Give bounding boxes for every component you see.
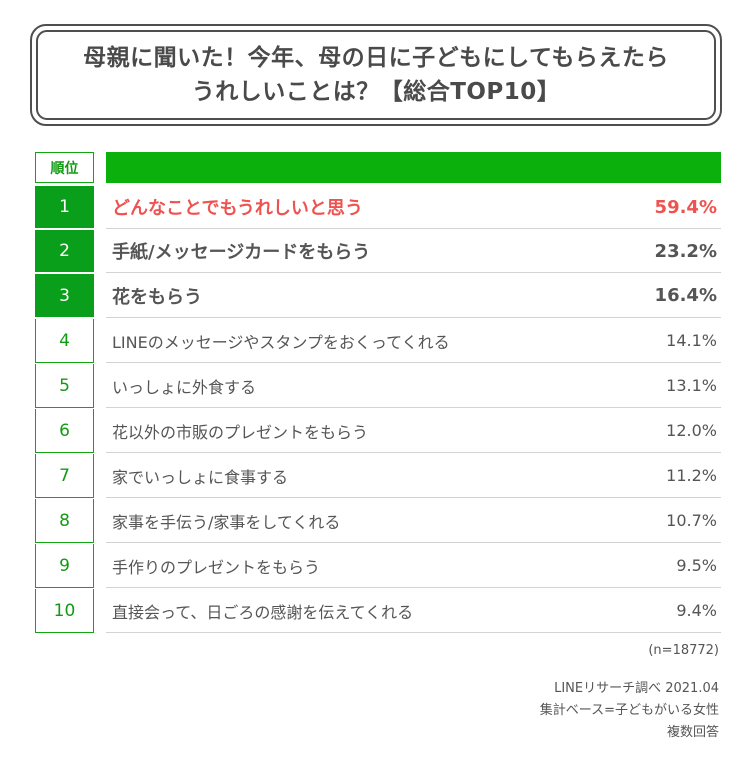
table-row: LINEのメッセージやスタンプをおくってくれる 14.1% (106, 319, 721, 363)
table-row: 家でいっしょに食事する 11.2% (106, 454, 721, 498)
item-label: 花をもらう (112, 286, 202, 308)
table-row: 手作りのプレゼントをもらう 9.5% (106, 544, 721, 588)
item-value: 11.2% (666, 466, 717, 485)
rank-cell: 5 (35, 364, 94, 408)
rank-cell: 3 (35, 274, 94, 317)
table-row: どんなことでもうれしいと思う 59.4% (106, 186, 721, 229)
rank-cell: 10 (35, 589, 94, 633)
title-frame-outer (30, 24, 722, 126)
table-header-bar (106, 152, 721, 183)
item-label: 手作りのプレゼントをもらう (112, 557, 321, 577)
item-value: 59.4% (654, 196, 717, 218)
item-value: 9.5% (676, 556, 717, 575)
item-value: 9.4% (676, 601, 717, 620)
sample-size-note: (n=18772) (648, 643, 719, 658)
rank-column-header: 順位 (35, 152, 94, 183)
item-label: 家事を手伝う/家事をしてくれる (112, 512, 341, 532)
rank-cell: 1 (35, 186, 94, 228)
item-label: 手紙/メッセージカードをもらう (112, 242, 371, 263)
rank-cell: 9 (35, 544, 94, 588)
table-row: いっしょに外食する 13.1% (106, 364, 721, 408)
item-value: 12.0% (666, 421, 717, 440)
item-value: 13.1% (666, 376, 717, 395)
title-line-2: うれしいことは？【総合TOP10】 (191, 79, 561, 105)
table-row: 直接会って、日ごろの感謝を伝えてくれる 9.4% (106, 589, 721, 633)
item-value: 23.2% (654, 240, 717, 262)
item-label: 直接会って、日ごろの感謝を伝えてくれる (112, 602, 414, 622)
item-label: 家でいっしょに食事する (112, 467, 289, 487)
table-row: 花以外の市販のプレゼントをもらう 12.0% (106, 409, 721, 453)
item-value: 10.7% (666, 511, 717, 530)
table-row: 手紙/メッセージカードをもらう 23.2% (106, 230, 721, 273)
title-frame: 母親に聞いた！今年、母の日に子どもにしてもらえたら うれしいことは？【総合TOP… (36, 30, 716, 120)
item-label: いっしょに外食する (112, 377, 257, 397)
item-value: 14.1% (666, 331, 717, 350)
rank-cell: 8 (35, 499, 94, 543)
item-label: どんなことでもうれしいと思う (112, 198, 363, 219)
item-label: LINEのメッセージやスタンプをおくってくれる (112, 332, 450, 352)
source-note: LINEリサーチ調べ 2021.04 (554, 681, 719, 696)
item-value: 16.4% (654, 285, 717, 306)
answer-type-note: 複数回答 (666, 725, 719, 740)
item-label: 花以外の市販のプレゼントをもらう (112, 422, 369, 442)
rank-cell: 2 (35, 230, 94, 272)
base-note: 集計ベース=子どもがいる女性 (539, 703, 719, 718)
table-row: 家事を手伝う/家事をしてくれる 10.7% (106, 499, 721, 543)
rank-cell: 4 (35, 319, 94, 363)
notes: (n=18772) LINEリサーチ調べ 2021.04 集計ベース=子どもがい… (540, 640, 719, 744)
table-row: 花をもらう 16.4% (106, 274, 721, 318)
rank-cell: 6 (35, 409, 94, 453)
title-line-1: 母親に聞いた！今年、母の日に子どもにしてもらえたら (83, 45, 669, 71)
rank-cell: 7 (35, 454, 94, 498)
